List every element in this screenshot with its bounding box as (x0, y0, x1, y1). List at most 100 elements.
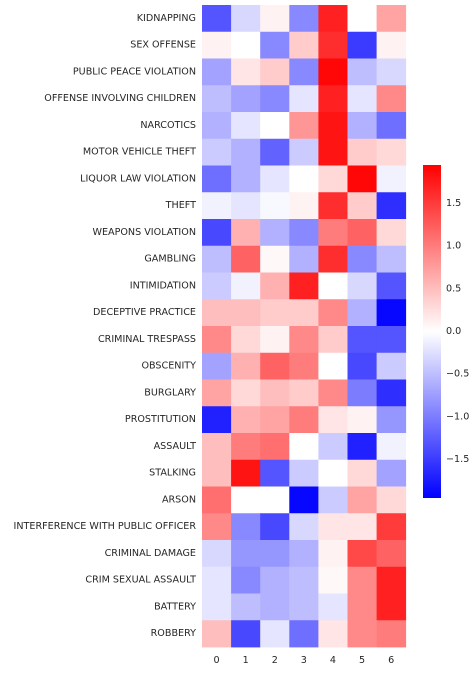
heatmap-cell (231, 192, 261, 220)
heatmap-cell (231, 219, 261, 247)
heatmap-cell (376, 459, 407, 487)
heatmap-cell (289, 5, 319, 33)
heatmap-cell (231, 5, 261, 33)
heatmap-cells (202, 5, 407, 648)
heatmap-cell (289, 138, 319, 166)
heatmap-cell (318, 620, 348, 648)
heatmap-cell (289, 566, 319, 594)
y-tick-label: CRIM SEXUAL ASSAULT (85, 575, 196, 586)
colorbar-tick-label: 1.5 (446, 198, 461, 209)
heatmap-cell (318, 513, 348, 541)
heatmap-cell (202, 192, 232, 220)
heatmap-cell (318, 486, 348, 514)
x-tick-label: 4 (330, 655, 336, 666)
heatmap-cell (347, 513, 377, 541)
heatmap-cell (260, 406, 290, 434)
heatmap-cell (289, 433, 319, 461)
heatmap-cell (289, 406, 319, 434)
heatmap-cell (260, 379, 290, 407)
heatmap-cell (231, 379, 261, 407)
heatmap-cell (202, 138, 232, 166)
heatmap-cell (289, 486, 319, 514)
heatmap-cell (202, 566, 232, 594)
heatmap-cell (347, 272, 377, 300)
x-axis-tick-labels: 0 1 2 3 4 5 6 (213, 655, 394, 666)
heatmap-cell (347, 593, 377, 621)
heatmap-cell (202, 165, 232, 193)
y-tick-label: INTIMIDATION (130, 280, 196, 291)
heatmap-cell (202, 352, 232, 380)
y-tick-label: ASSAULT (154, 441, 197, 452)
heatmap-cell (347, 352, 377, 380)
heatmap-cell (376, 85, 407, 113)
colorbar-tick-labels: −1.5 −1.0 −0.5 0.0 0.5 1.0 1.5 (446, 198, 469, 465)
heatmap-cell (202, 326, 232, 354)
heatmap-cell (260, 245, 290, 273)
heatmap-cell (202, 620, 232, 648)
heatmap-cell (289, 513, 319, 541)
heatmap-cell (318, 112, 348, 140)
heatmap-cell (260, 85, 290, 113)
heatmap-cell (231, 433, 261, 461)
colorbar-tick-label: 1.0 (446, 241, 461, 252)
heatmap-cell (260, 219, 290, 247)
heatmap-cell (318, 299, 348, 327)
heatmap-cell (289, 85, 319, 113)
heatmap-cell (347, 138, 377, 166)
heatmap-cell (347, 165, 377, 193)
heatmap-cell (376, 593, 407, 621)
heatmap-cell (289, 165, 319, 193)
heatmap-cell (318, 58, 348, 86)
heatmap-cell (347, 566, 377, 594)
heatmap-cell (376, 58, 407, 86)
heatmap-cell (260, 165, 290, 193)
heatmap-cell (260, 112, 290, 140)
heatmap-cell (231, 406, 261, 434)
y-tick-label: STALKING (149, 468, 196, 479)
heatmap-cell (376, 566, 407, 594)
heatmap-cell (289, 326, 319, 354)
heatmap-cell (318, 192, 348, 220)
heatmap-cell (347, 245, 377, 273)
heatmap-cell (318, 459, 348, 487)
heatmap-cell (231, 540, 261, 568)
heatmap-cell (376, 138, 407, 166)
heatmap-cell (347, 486, 377, 514)
heatmap-cell (231, 112, 261, 140)
heatmap-cell (318, 245, 348, 273)
heatmap-cell (260, 486, 290, 514)
heatmap-cell (202, 85, 232, 113)
heatmap-cell (289, 299, 319, 327)
heatmap-cell (347, 112, 377, 140)
heatmap-cell (260, 566, 290, 594)
heatmap-cell (318, 272, 348, 300)
heatmap-cell (260, 352, 290, 380)
heatmap-cell (289, 245, 319, 273)
heatmap-cell (260, 620, 290, 648)
heatmap-cell (376, 5, 407, 33)
y-tick-label: GAMBLING (144, 254, 196, 265)
heatmap-cell (347, 192, 377, 220)
heatmap-cell (202, 272, 232, 300)
heatmap-cell (347, 326, 377, 354)
x-tick-label: 6 (388, 655, 394, 666)
heatmap-cell (202, 112, 232, 140)
heatmap-cell (318, 219, 348, 247)
y-tick-label: KIDNAPPING (137, 13, 196, 24)
heatmap-cell (202, 5, 232, 33)
heatmap-cell (260, 138, 290, 166)
heatmap-cell (318, 326, 348, 354)
heatmap-cell (347, 620, 377, 648)
y-tick-label: BATTERY (154, 601, 196, 612)
heatmap-cell (289, 593, 319, 621)
heatmap-cell (376, 379, 407, 407)
heatmap-cell (376, 433, 407, 461)
heatmap-cell (289, 459, 319, 487)
heatmap-cell (347, 31, 377, 59)
heatmap-cell (318, 566, 348, 594)
y-tick-label: LIQUOR LAW VIOLATION (80, 173, 196, 184)
heatmap-cell (260, 272, 290, 300)
colorbar: −1.5 −1.0 −0.5 0.0 0.5 1.0 1.5 (423, 165, 469, 498)
heatmap-cell (231, 566, 261, 594)
colorbar-tick-label: −1.0 (446, 411, 469, 422)
